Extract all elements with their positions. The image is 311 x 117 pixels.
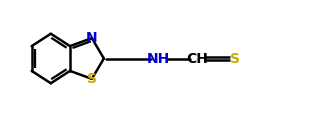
- Text: CH: CH: [186, 51, 208, 66]
- Text: NH: NH: [147, 51, 170, 66]
- Text: S: S: [230, 51, 240, 66]
- Text: S: S: [87, 72, 97, 86]
- Text: N: N: [86, 31, 98, 45]
